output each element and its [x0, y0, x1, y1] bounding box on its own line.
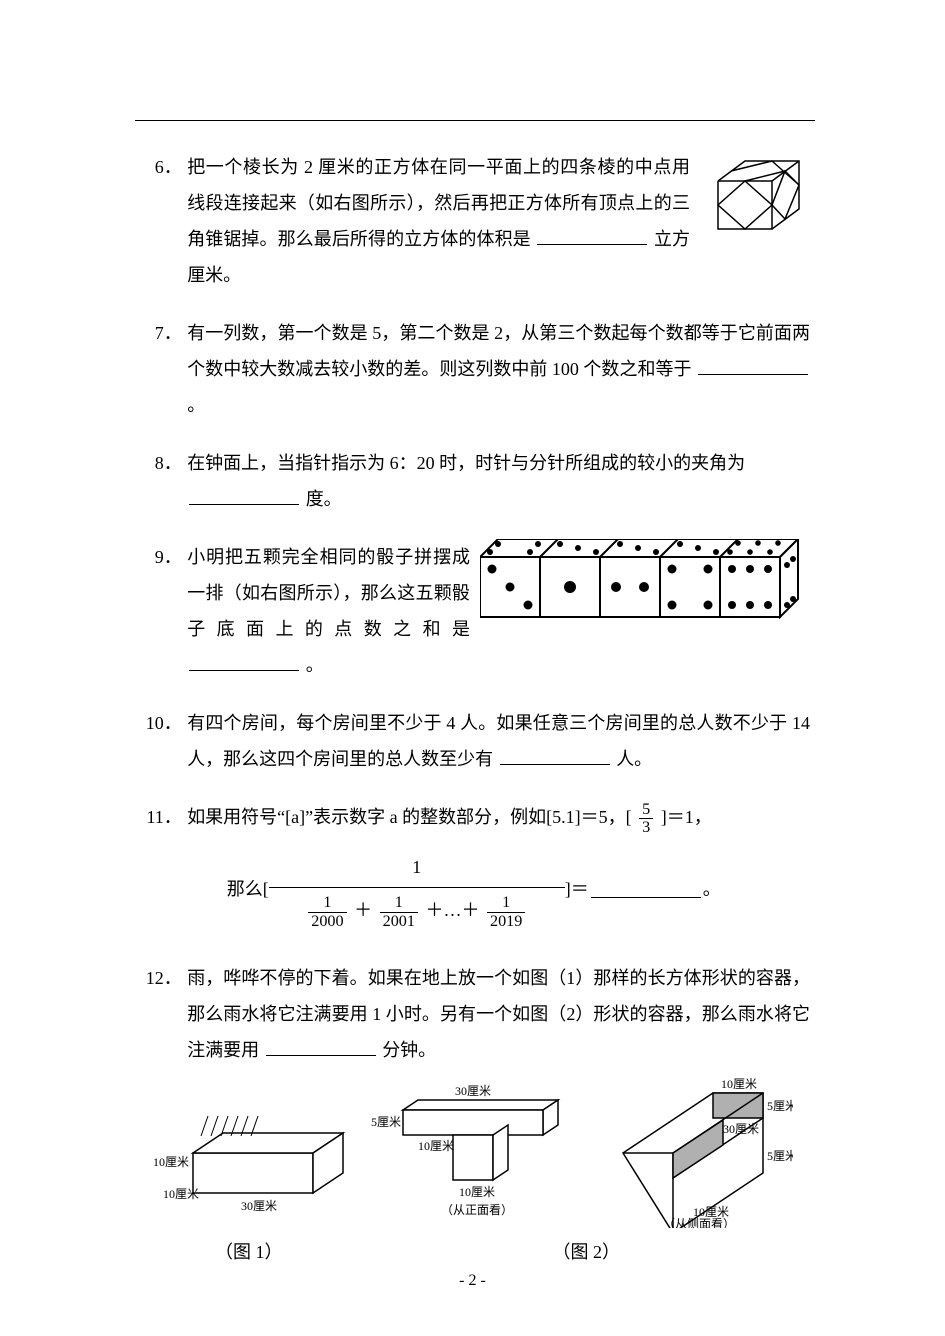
q6-figure: [700, 149, 810, 261]
svg-text:10厘米: 10厘米: [153, 1155, 189, 1169]
question-body: 在钟面上，当指针指示为 6：20 时，时针与分针所组成的较小的夹角为 度。: [187, 445, 810, 517]
svg-text:（从正面看）: （从正面看）: [441, 1203, 513, 1217]
content: 6．: [135, 149, 810, 1270]
blank: [591, 879, 701, 898]
fraction-5-3: 53: [636, 801, 656, 838]
q9-figure: [480, 539, 810, 633]
eq-prefix: 那么[: [227, 871, 269, 907]
fraction: 12000: [305, 894, 349, 931]
blank: [189, 652, 299, 671]
question-8: 8． 在钟面上，当指针指示为 6：20 时，时针与分针所组成的较小的夹角为 度。: [135, 445, 810, 517]
caption-1: （图 1）: [149, 1234, 349, 1270]
page-number: - 2 -: [0, 1272, 945, 1290]
svg-text:10厘米: 10厘米: [418, 1139, 454, 1153]
question-number: 7．: [135, 315, 187, 423]
blank: [698, 356, 808, 375]
dice-row-icon: [480, 539, 810, 621]
question-12: 12． 雨，哗哗不停的下着。如果在地上放一个如图（1）那样的长方体形状的容器，那…: [135, 960, 810, 1068]
question-number: 12．: [135, 960, 187, 1068]
svg-text:（从侧面看）: （从侧面看）: [663, 1217, 735, 1228]
blank: [266, 1037, 376, 1056]
question-body: 如果用符号“[a]”表示数字 a 的整数部分，例如[5.1]＝5，[ 53 ]＝…: [187, 799, 810, 938]
svg-text:30厘米: 30厘米: [723, 1122, 759, 1136]
question-10: 10． 有四个房间，每个房间里不少于 4 人。如果任意三个房间里的总人数不少于 …: [135, 705, 810, 777]
svg-text:10厘米: 10厘米: [721, 1078, 757, 1091]
q12-figures: 10厘米 10厘米 30厘米 30厘米: [135, 1078, 810, 1228]
question-7: 7． 有一列数，第一个数是 5，第二个数是 2，从第三个数起每个数都等于它前面两…: [135, 315, 810, 423]
fraction: 12001: [377, 894, 421, 931]
q11-text-a: 如果用符号“[a]”表示数字 a 的整数部分，例如[5.1]＝5，[: [187, 807, 636, 827]
svg-text:5厘米: 5厘米: [767, 1099, 793, 1113]
question-body: 有一列数，第一个数是 5，第二个数是 2，从第三个数起每个数都等于它前面两个数中…: [187, 315, 810, 423]
q11-equation: 那么[ 1 12000 ＋ 12001 ＋…＋ 12019 ]＝ 。: [187, 847, 810, 930]
question-number: 6．: [135, 149, 187, 293]
question-9: 9．: [135, 539, 810, 683]
svg-text:5厘米: 5厘米: [767, 1149, 793, 1163]
question-6: 6．: [135, 149, 810, 293]
q11-text-b: ]＝1，: [656, 807, 712, 827]
q12-captions: （图 1） （图 2）: [135, 1234, 810, 1270]
eq-suffix: ]＝: [565, 871, 589, 907]
q8-text: 在钟面上，当指针指示为 6：20 时，时针与分针所组成的较小的夹角为: [187, 453, 745, 473]
svg-text:10厘米: 10厘米: [163, 1187, 199, 1201]
caption-2: （图 2）: [376, 1234, 796, 1270]
q9-tail: 。: [306, 655, 324, 675]
question-11: 11． 如果用符号“[a]”表示数字 a 的整数部分，例如[5.1]＝5，[ 5…: [135, 799, 810, 938]
box-figure-1: 10厘米 10厘米 30厘米: [153, 1098, 353, 1228]
q12-unit: 分钟。: [382, 1040, 436, 1060]
svg-text:10厘米: 10厘米: [459, 1185, 495, 1199]
svg-text:5厘米: 5厘米: [371, 1115, 401, 1129]
question-number: 11．: [135, 799, 187, 938]
truncated-cube-icon: [700, 149, 810, 249]
blank: [189, 486, 299, 505]
page: 6．: [0, 0, 945, 1336]
question-number: 9．: [135, 539, 187, 683]
fraction: 12019: [484, 894, 528, 931]
blank: [537, 226, 647, 245]
big-fraction: 1 12000 ＋ 12001 ＋…＋ 12019: [269, 847, 565, 930]
question-number: 10．: [135, 705, 187, 777]
q8-unit: 度。: [306, 489, 342, 509]
q10-text: 有四个房间，每个房间里不少于 4 人。如果任意三个房间里的总人数不少于 14 人…: [187, 713, 810, 769]
q9-text: 小明把五颗完全相同的骰子拼摆成一排（如右图所示），那么这五颗骰子底面上的点数之和…: [187, 547, 470, 639]
q10-unit: 人。: [616, 749, 652, 769]
question-body: 有四个房间，每个房间里不少于 4 人。如果任意三个房间里的总人数不少于 14 人…: [187, 705, 810, 777]
box-figure-2-side: 10厘米 5厘米 30厘米 5厘米 10厘米 （从侧面看）: [593, 1078, 793, 1228]
top-rule: [135, 120, 815, 121]
svg-text:30厘米: 30厘米: [455, 1084, 491, 1098]
q11-tail: 。: [703, 871, 721, 907]
question-body: 小明把五颗完全相同的骰子拼摆成一排（如右图所示），那么这五颗骰子底面上的点数之和…: [187, 539, 810, 683]
svg-text:30厘米: 30厘米: [241, 1199, 277, 1213]
question-number: 8．: [135, 445, 187, 517]
question-body: 把一个棱长为 2 厘米的正方体在同一平面上的四条棱的中点用线段连接起来（如右图所…: [187, 149, 810, 293]
blank: [500, 746, 610, 765]
q7-tail: 。: [187, 395, 205, 415]
question-body: 雨，哗哗不停的下着。如果在地上放一个如图（1）那样的长方体形状的容器，那么雨水将…: [187, 960, 810, 1068]
box-figure-2-front: 30厘米 5厘米 10厘米 10厘米 （从正面看）: [363, 1078, 583, 1228]
